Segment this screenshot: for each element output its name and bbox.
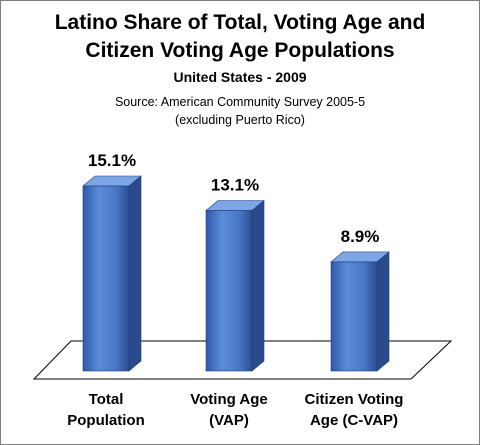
bar-side-voting-age — [251, 199, 265, 372]
x-tick-label-line: Age (C-VAP) — [309, 412, 399, 429]
bar-voting-age — [205, 210, 253, 372]
bar-total-population — [82, 185, 130, 372]
chart-title-line-1: Latino Share of Total, Voting Age and — [54, 11, 426, 34]
chart-title-line-2: Citizen Voting Age Populations — [85, 39, 395, 62]
x-tick-label-total-population: Total Population — [36, 389, 176, 431]
source-line-1: Source: American Community Survey 2005-5 — [114, 95, 366, 109]
bar-side-total-population — [128, 175, 142, 372]
data-label-total-population: 15.1% — [88, 151, 136, 170]
x-tick-label-line: Population — [67, 412, 145, 429]
x-tick-label-citizen-voting-age: Citizen Voting Age (C-VAP) — [284, 389, 424, 431]
x-tick-label-line: Citizen Voting — [304, 391, 404, 408]
data-label-citizen-voting-age: 8.9% — [341, 227, 380, 246]
x-tick-label-voting-age: Voting Age (VAP) — [159, 389, 299, 431]
x-tick-label-line: Total — [88, 391, 124, 408]
source-line-2: (excluding Puerto Rico) — [175, 113, 305, 127]
data-label-voting-age: 13.1% — [211, 176, 259, 195]
x-tick-label-line: Voting Age — [190, 391, 268, 408]
bar-side-citizen-voting-age — [376, 251, 390, 372]
bar-citizen-voting-age — [330, 261, 378, 372]
x-tick-label-line: (VAP) — [209, 412, 249, 429]
chart-subtitle: United States - 2009 — [173, 69, 307, 85]
